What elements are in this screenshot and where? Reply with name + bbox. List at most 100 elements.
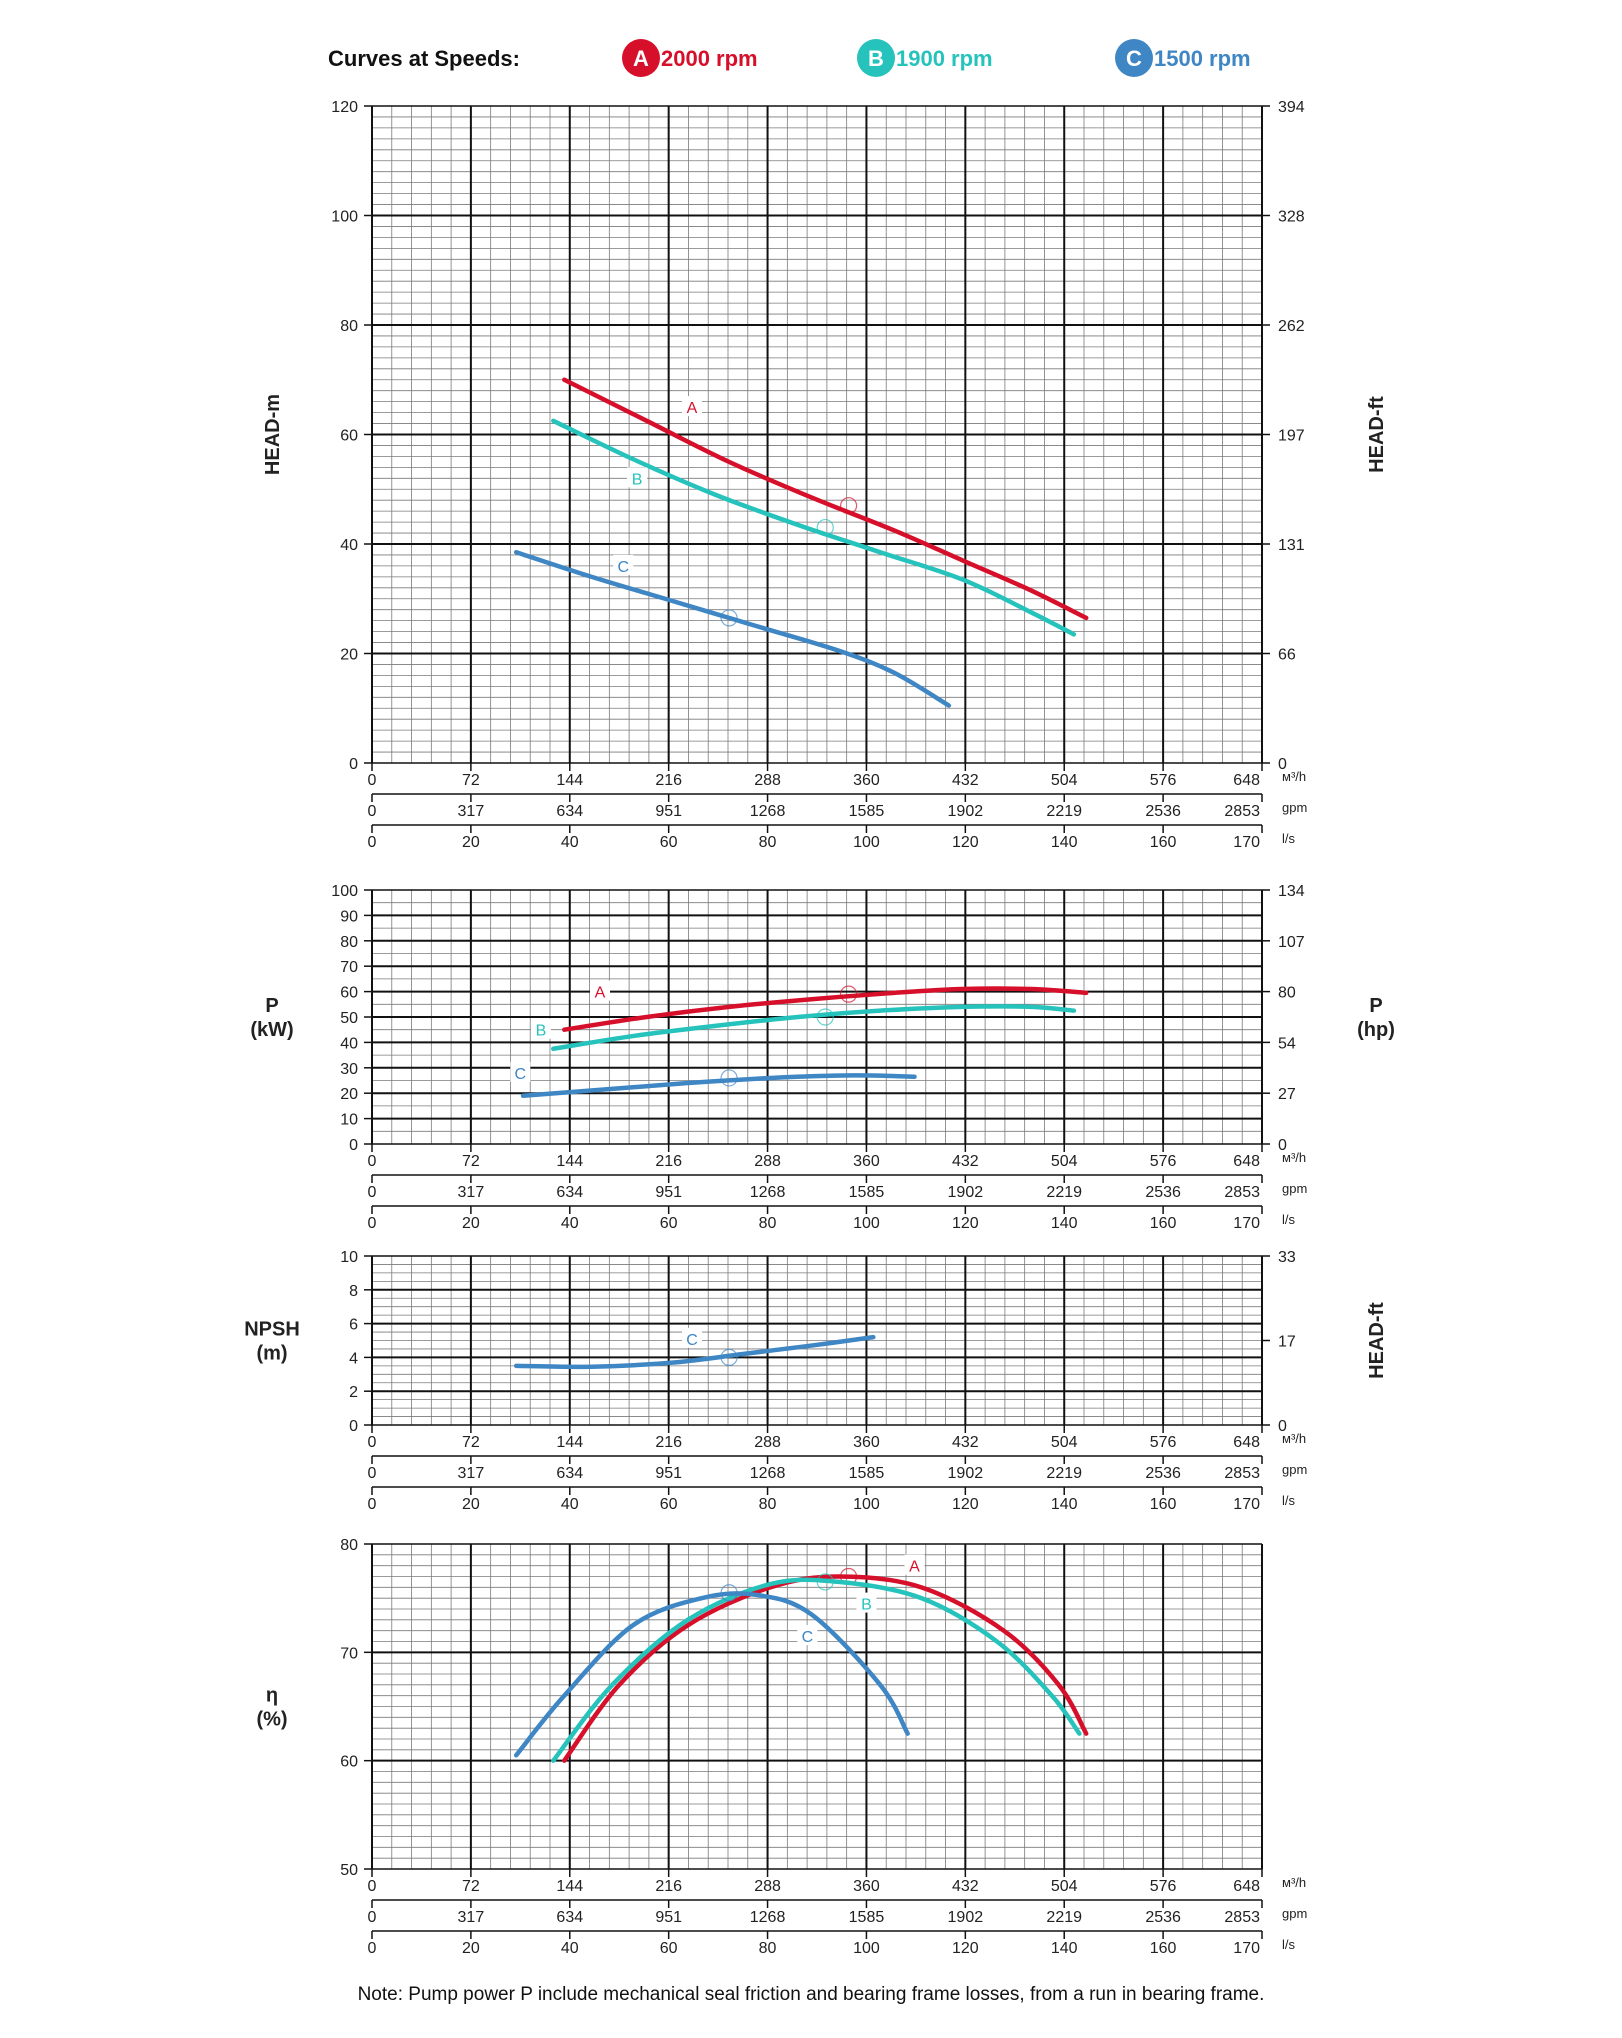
xtick-label-m3h: 288 bbox=[754, 772, 781, 789]
xtick-label-gpm: 1902 bbox=[948, 1465, 984, 1482]
xtick-label-m3h: 576 bbox=[1150, 1434, 1177, 1451]
xtick-label-gpm: 1268 bbox=[750, 1184, 786, 1201]
xtick-label-ls: 160 bbox=[1150, 834, 1177, 851]
ytick-right-label: 54 bbox=[1278, 1035, 1296, 1052]
legend-label-b: 1900 rpm bbox=[896, 46, 993, 71]
legend-label-c: 1500 rpm bbox=[1154, 46, 1251, 71]
xtick-label-gpm: 0 bbox=[368, 1184, 377, 1201]
xtick-label-ls: 120 bbox=[952, 1496, 979, 1513]
xtick-label-m3h: 144 bbox=[556, 1878, 583, 1895]
xtick-label-gpm: 1585 bbox=[849, 1909, 885, 1926]
ytick-right-label: 66 bbox=[1278, 647, 1296, 664]
y-axis-title-left-line: (kW) bbox=[250, 1019, 293, 1041]
curve-label-bg bbox=[530, 1018, 551, 1039]
xtick-label-m3h: 504 bbox=[1051, 1434, 1078, 1451]
xtick-label-m3h: 216 bbox=[655, 772, 682, 789]
xtick-label-m3h: 576 bbox=[1150, 1153, 1177, 1170]
x-unit-gpm: gpm bbox=[1282, 1181, 1307, 1196]
xtick-label-ls: 120 bbox=[952, 834, 979, 851]
xtick-label-m3h: 432 bbox=[952, 1434, 979, 1451]
xtick-label-gpm: 634 bbox=[556, 1909, 583, 1926]
xtick-label-ls: 0 bbox=[368, 1940, 377, 1957]
xtick-label-gpm: 2219 bbox=[1046, 1909, 1082, 1926]
y-axis-title-left-line: (%) bbox=[256, 1709, 287, 1731]
ytick-right-label: 134 bbox=[1278, 883, 1305, 900]
xtick-label-gpm: 2536 bbox=[1145, 1465, 1181, 1482]
xtick-label-m3h: 72 bbox=[462, 1878, 480, 1895]
xtick-label-ls: 20 bbox=[462, 1940, 480, 1957]
xtick-label-ls: 0 bbox=[368, 1215, 377, 1232]
xtick-label-m3h: 0 bbox=[368, 1878, 377, 1895]
xtick-label-m3h: 648 bbox=[1233, 1153, 1260, 1170]
xtick-label-gpm: 1585 bbox=[849, 1184, 885, 1201]
xtick-label-m3h: 504 bbox=[1051, 772, 1078, 789]
xtick-label-ls: 20 bbox=[462, 1215, 480, 1232]
xtick-label-ls: 60 bbox=[660, 1496, 678, 1513]
xtick-label-ls: 160 bbox=[1150, 1215, 1177, 1232]
xtick-label-m3h: 648 bbox=[1233, 1434, 1260, 1451]
xtick-label-gpm: 0 bbox=[368, 1465, 377, 1482]
xtick-label-m3h: 504 bbox=[1051, 1153, 1078, 1170]
xtick-label-m3h: 360 bbox=[853, 1434, 880, 1451]
xtick-label-gpm: 2219 bbox=[1046, 803, 1082, 820]
ytick-label: 8 bbox=[349, 1283, 358, 1300]
legend-badge-b bbox=[857, 39, 895, 77]
curve-label-bg bbox=[797, 1625, 818, 1646]
xtick-label-ls: 170 bbox=[1233, 1496, 1260, 1513]
xtick-label-m3h: 360 bbox=[853, 1153, 880, 1170]
xtick-label-ls: 80 bbox=[759, 1940, 777, 1957]
xtick-label-m3h: 288 bbox=[754, 1878, 781, 1895]
xtick-label-ls: 160 bbox=[1150, 1940, 1177, 1957]
xtick-label-ls: 120 bbox=[952, 1940, 979, 1957]
xtick-label-ls: 170 bbox=[1233, 1940, 1260, 1957]
y-axis-title-left: P(kW) bbox=[250, 995, 293, 1041]
legend-item-a: A 2000 rpm bbox=[622, 39, 758, 77]
ytick-label: 4 bbox=[349, 1350, 358, 1367]
ytick-label: 40 bbox=[340, 1035, 358, 1052]
y-axis-title-left: η(%) bbox=[256, 1685, 287, 1731]
curve-label-c: C bbox=[515, 1066, 527, 1083]
legend-item-b: B 1900 rpm bbox=[857, 39, 993, 77]
xtick-label-m3h: 216 bbox=[655, 1434, 682, 1451]
curve-label-c: C bbox=[618, 559, 630, 576]
xtick-label-ls: 120 bbox=[952, 1215, 979, 1232]
ytick-label: 0 bbox=[349, 756, 358, 773]
xtick-label-m3h: 432 bbox=[952, 772, 979, 789]
curve-power-b bbox=[551, 1004, 1077, 1051]
ytick-label: 60 bbox=[340, 1754, 358, 1771]
xtick-label-gpm: 951 bbox=[655, 803, 682, 820]
best-point-marker-c bbox=[720, 1584, 738, 1602]
y-axis-title-right-line: HEAD-ft bbox=[1366, 1302, 1388, 1379]
xtick-label-m3h: 144 bbox=[556, 1434, 583, 1451]
best-point-marker-c bbox=[720, 609, 738, 627]
legend-badge-c bbox=[1115, 39, 1153, 77]
curve-label-bg bbox=[856, 1592, 877, 1613]
curve-label-bg bbox=[627, 467, 648, 488]
ytick-right-label: 197 bbox=[1278, 428, 1305, 445]
y-axis-title-left-line: η bbox=[266, 1685, 278, 1707]
ytick-label: 100 bbox=[331, 883, 358, 900]
xtick-label-m3h: 0 bbox=[368, 772, 377, 789]
xtick-label-gpm: 0 bbox=[368, 803, 377, 820]
xtick-label-ls: 170 bbox=[1233, 1215, 1260, 1232]
y-axis-title-right-line: HEAD-ft bbox=[1366, 396, 1388, 473]
ytick-label: 0 bbox=[349, 1137, 358, 1154]
xtick-label-m3h: 0 bbox=[368, 1153, 377, 1170]
xtick-label-ls: 100 bbox=[853, 1496, 880, 1513]
grid-efficiency bbox=[372, 1544, 1262, 1869]
ytick-label: 60 bbox=[340, 985, 358, 1002]
panel-power: 01020304050607080901000275480107134P(kW)… bbox=[250, 883, 1395, 1232]
curve-label-bg bbox=[589, 980, 610, 1001]
xtick-label-ls: 40 bbox=[561, 1940, 579, 1957]
xtick-label-gpm: 2853 bbox=[1224, 1184, 1260, 1201]
xtick-label-gpm: 2853 bbox=[1224, 1465, 1260, 1482]
ytick-right-label: 0 bbox=[1278, 756, 1287, 773]
xtick-label-gpm: 1585 bbox=[849, 803, 885, 820]
xtick-label-gpm: 951 bbox=[655, 1465, 682, 1482]
curve-efficiency-b bbox=[551, 1577, 1082, 1763]
ytick-label: 100 bbox=[331, 209, 358, 226]
xtick-label-ls: 80 bbox=[759, 834, 777, 851]
xtick-label-m3h: 144 bbox=[556, 772, 583, 789]
best-point-marker-c bbox=[720, 1069, 738, 1087]
